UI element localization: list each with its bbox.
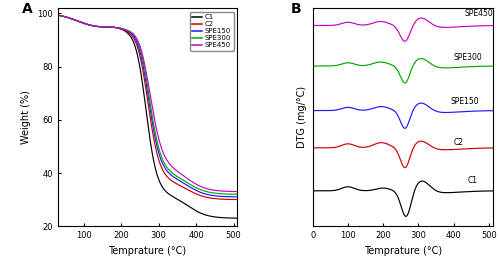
Y-axis label: Weight (%): Weight (%) xyxy=(22,90,32,144)
X-axis label: Temprature (°C): Temprature (°C) xyxy=(364,246,442,256)
Text: SPE450: SPE450 xyxy=(464,9,493,18)
Text: SPE300: SPE300 xyxy=(454,53,482,62)
Text: C2: C2 xyxy=(454,138,464,147)
Legend: C1, C2, SPE150, SPE300, SPE450: C1, C2, SPE150, SPE300, SPE450 xyxy=(190,12,234,51)
Y-axis label: DTG (mg/°C): DTG (mg/°C) xyxy=(297,86,307,148)
Text: B: B xyxy=(291,2,302,16)
X-axis label: Temprature (°C): Temprature (°C) xyxy=(108,246,186,256)
Text: A: A xyxy=(22,2,32,16)
Text: SPE150: SPE150 xyxy=(450,97,479,106)
Text: C1: C1 xyxy=(468,176,478,185)
